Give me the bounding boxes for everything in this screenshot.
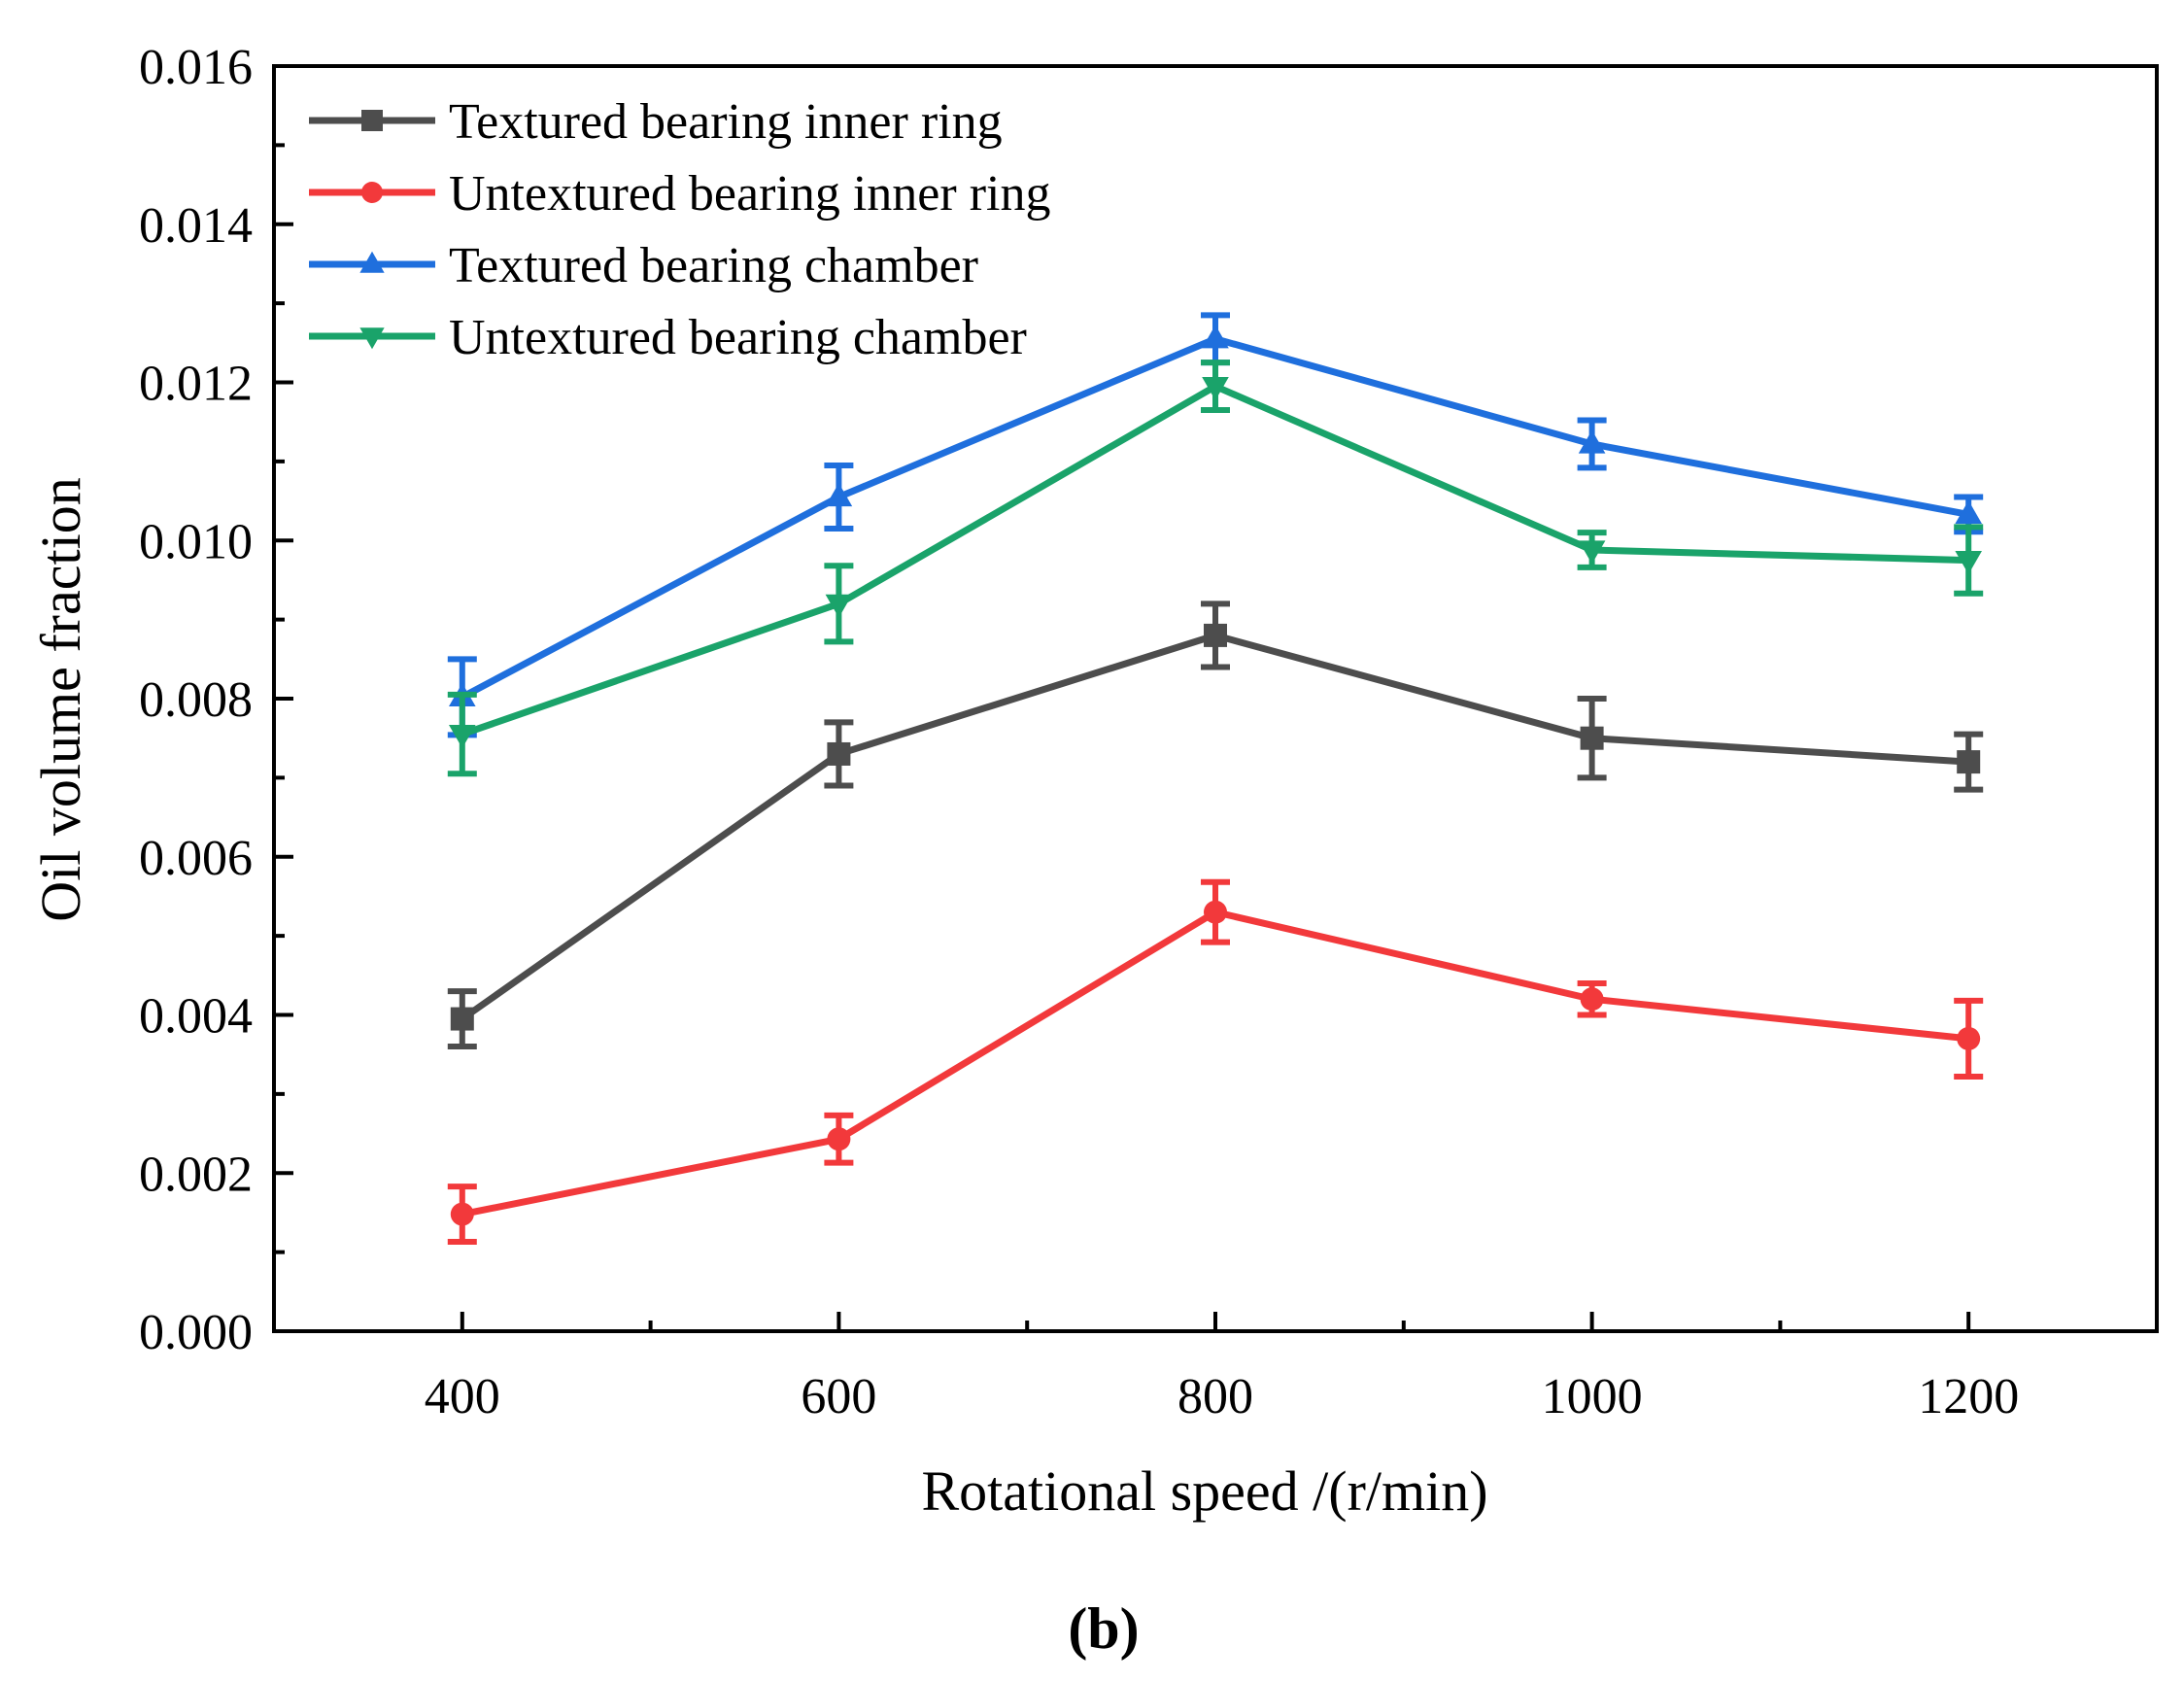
series-2: [447, 878, 1984, 1246]
data-point: [1202, 325, 1229, 349]
series-4: [447, 360, 1984, 777]
y-tick-label: 0.012: [139, 357, 253, 412]
figure-caption: (b): [1068, 1596, 1139, 1661]
legend-label: Textured bearing inner ring: [449, 94, 1003, 150]
y-tick-label: 0.010: [139, 514, 253, 569]
y-tick-label: 0.006: [139, 831, 253, 886]
legend-item-4: Untextured bearing chamber: [309, 310, 1027, 365]
data-point: [825, 483, 853, 507]
legend-label: Untextured bearing chamber: [449, 310, 1027, 365]
series-line: [461, 909, 1969, 1218]
data-point: [1204, 900, 1227, 924]
data-point: [1578, 429, 1606, 454]
y-axis: 0.000 0.002 0.004 0.006 0.008 0.010 0.012 0.014…: [139, 40, 293, 1360]
data-point: [1202, 376, 1229, 400]
data-point: [1204, 623, 1227, 647]
data-point: [1957, 1026, 1981, 1050]
legend-item-3: Textured bearing chamber: [309, 238, 978, 293]
legend-marker: [359, 327, 385, 350]
legend-item-2: Untextured bearing inner ring: [309, 166, 1050, 222]
legend: Textured bearing inner ring Untextured be…: [309, 94, 1050, 365]
x-axis: 400 600 800 1000 1200: [425, 1312, 2019, 1424]
x-tick-label: 400: [425, 1369, 500, 1424]
y-tick-label: 0.002: [139, 1147, 253, 1202]
legend-label: Textured bearing chamber: [449, 238, 978, 293]
series-line: [461, 383, 1969, 738]
data-point: [450, 1202, 474, 1226]
legend-item-1: Textured bearing inner ring: [309, 94, 1003, 150]
x-tick-label: 800: [1177, 1369, 1253, 1424]
y-tick-label: 0.016: [139, 40, 253, 95]
x-tick-label: 1000: [1542, 1369, 1643, 1424]
data-point: [827, 741, 851, 766]
legend-marker: [361, 182, 383, 203]
y-tick-label: 0.004: [139, 989, 253, 1045]
data-point: [1955, 550, 1982, 574]
data-point: [1578, 540, 1606, 565]
data-point: [1580, 987, 1604, 1012]
data-point: [1955, 499, 1982, 524]
data-point: [1957, 750, 1981, 774]
data-point: [450, 1007, 474, 1031]
y-tick-label: 0.000: [139, 1305, 253, 1360]
data-point: [449, 725, 476, 749]
series-line: [460, 632, 1969, 1022]
data-point: [825, 594, 853, 618]
series-layer: [447, 312, 1984, 1246]
y-tick-label: 0.008: [139, 672, 253, 728]
x-tick-label: 600: [801, 1369, 876, 1424]
x-axis-title: Rotational speed /(r/min): [921, 1459, 1487, 1523]
y-tick-label: 0.014: [139, 198, 253, 254]
series-1: [447, 600, 1984, 1050]
legend-marker: [359, 251, 385, 273]
legend-label: Untextured bearing inner ring: [449, 166, 1050, 222]
data-point: [1580, 726, 1604, 750]
data-point: [827, 1127, 851, 1151]
y-axis-title: Oil volume fraction: [29, 477, 92, 921]
legend-marker: [361, 110, 383, 131]
x-tick-label: 1200: [1918, 1369, 2019, 1424]
